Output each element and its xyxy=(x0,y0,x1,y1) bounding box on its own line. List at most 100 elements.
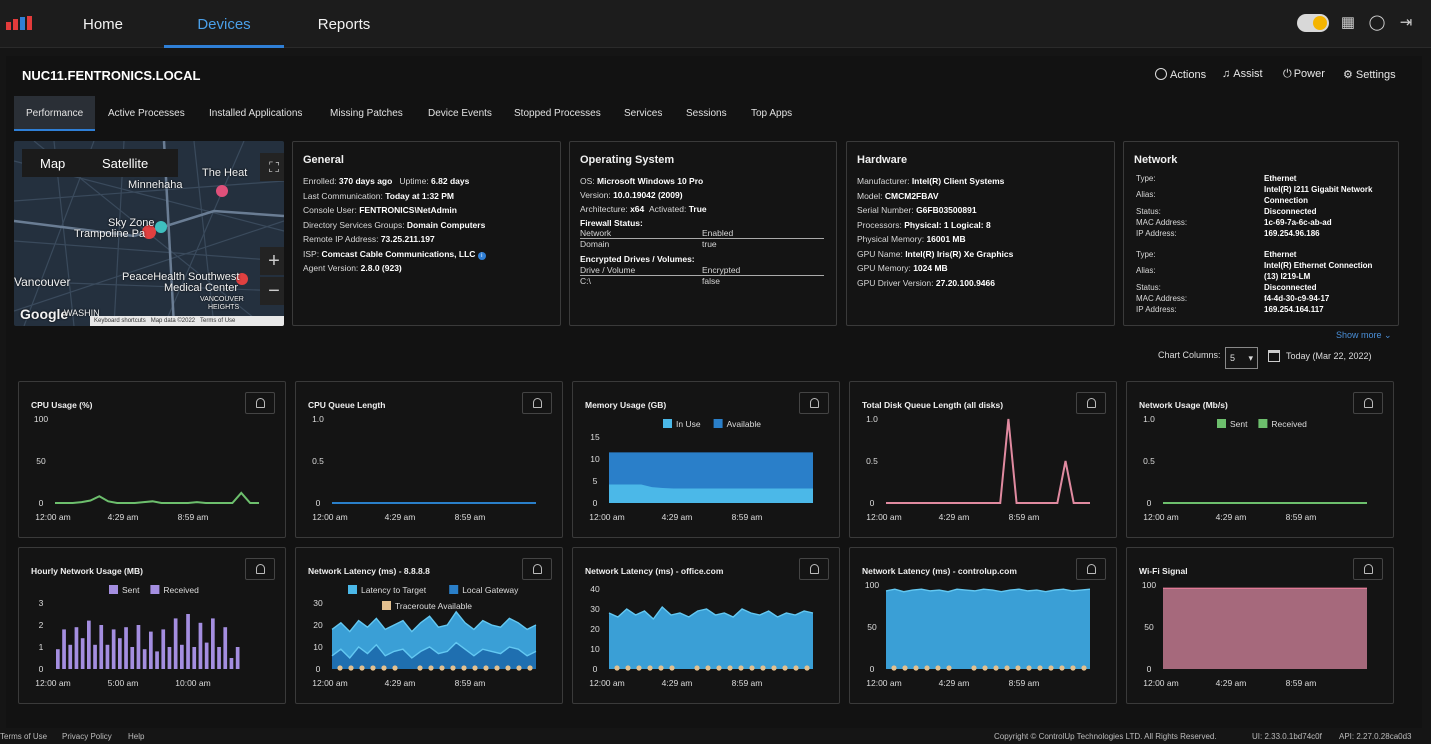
bell-icon[interactable] xyxy=(1076,558,1106,580)
bell-icon[interactable] xyxy=(522,392,552,414)
traceroute-marker xyxy=(694,665,700,671)
map-label: VANCOUVER xyxy=(200,296,244,303)
caret-down-icon: ▾ xyxy=(1248,353,1253,363)
traceroute-marker xyxy=(902,665,908,671)
chart-columns-select[interactable]: 5 ▾ xyxy=(1225,347,1258,369)
y-tick-label: 50 xyxy=(36,456,46,466)
tab-services[interactable]: Services xyxy=(624,108,663,119)
map-view-button[interactable]: Map xyxy=(40,156,66,171)
tab-device-events[interactable]: Device Events xyxy=(428,108,492,119)
nav-reports[interactable]: Reports xyxy=(317,16,371,33)
x-tick-label: 8:59 am xyxy=(455,512,486,522)
dashboard-settings-icon[interactable]: ▦ xyxy=(1340,14,1356,31)
latency-office-chart: 40 30 20 10 0 12:00 am 4:29 am 8:59 am Network L… xyxy=(572,547,840,704)
traceroute-marker xyxy=(647,665,653,671)
area-series xyxy=(609,607,813,669)
map-label: HEIGHTS xyxy=(208,304,240,311)
nav-devices[interactable]: Devices xyxy=(164,0,284,48)
tab-installed-applications[interactable]: Installed Applications xyxy=(209,108,303,119)
network-title: Network xyxy=(1134,154,1178,166)
area-series-line xyxy=(885,588,1091,593)
app-logo[interactable] xyxy=(6,16,36,30)
y-tick-label: 15 xyxy=(590,432,600,442)
bell-icon[interactable] xyxy=(1353,392,1383,414)
bell-icon[interactable] xyxy=(1353,558,1383,580)
date-picker[interactable]: Today (Mar 22, 2022) xyxy=(1268,350,1372,362)
show-more-link[interactable]: Show more ⌄ xyxy=(1336,330,1392,340)
gear-icon: ⚙ xyxy=(1343,69,1353,81)
x-tick-label: 4:29 am xyxy=(662,678,693,688)
x-tick-label: 12:00 am xyxy=(589,678,624,688)
tab-sessions[interactable]: Sessions xyxy=(686,108,727,119)
settings-button[interactable]: ⚙ Settings xyxy=(1343,68,1396,81)
area-series xyxy=(332,642,536,669)
theme-toggle[interactable] xyxy=(1297,14,1329,32)
bell-icon[interactable] xyxy=(245,558,275,580)
power-button[interactable]: ⏻ Power xyxy=(1283,68,1325,81)
bell-icon[interactable] xyxy=(799,392,829,414)
x-tick-label: 8:59 am xyxy=(1286,678,1317,688)
actions-label: Actions xyxy=(1170,69,1207,81)
traceroute-marker xyxy=(359,665,365,671)
latency-controlup-plot: 100 50 0 12:00 am 4:29 am 8:59 am xyxy=(865,580,1091,688)
legend-swatch xyxy=(382,601,391,610)
bell-icon[interactable] xyxy=(799,558,829,580)
traceroute-marker xyxy=(982,665,988,671)
chart-title: Hourly Network Usage (MB) xyxy=(31,566,143,576)
tab-active-processes[interactable]: Active Processes xyxy=(108,108,185,119)
tab-performance[interactable]: Performance xyxy=(14,96,96,131)
zoom-out-button[interactable]: − xyxy=(260,277,284,305)
network-usage-plot: 1.0 0.5 0 12:00 am 4:29 am 8:59 am Sent Receive… xyxy=(1143,414,1367,522)
bell-icon[interactable] xyxy=(522,558,552,580)
chevron-down-icon: ⌄ xyxy=(1384,330,1392,340)
latency-office-plot: 40 30 20 10 0 12:00 am 4:29 am 8:59 am xyxy=(589,584,814,688)
tab-stopped-processes[interactable]: Stopped Processes xyxy=(514,108,601,119)
y-tick-label: 3 xyxy=(39,598,44,608)
tab-missing-patches[interactable]: Missing Patches xyxy=(330,108,403,119)
bell-icon[interactable] xyxy=(1076,392,1106,414)
map-attribution[interactable]: Keyboard shortcuts Map data ©2022 Terms … xyxy=(90,316,284,326)
privacy-link[interactable]: Privacy Policy xyxy=(62,732,112,741)
bar xyxy=(198,622,203,669)
bell-icon[interactable] xyxy=(245,392,275,414)
traceroute-marker xyxy=(1081,665,1087,671)
bar xyxy=(192,647,197,669)
info-icon[interactable]: i xyxy=(477,251,486,260)
x-tick-label: 8:59 am xyxy=(1009,512,1040,522)
map-label: Minnehaha xyxy=(128,179,183,191)
help-link[interactable]: Help xyxy=(128,732,145,741)
actions-button[interactable]: Actions xyxy=(1155,68,1206,81)
bar xyxy=(74,627,79,669)
y-tick-label: 100 xyxy=(34,414,48,424)
nav-home[interactable]: Home xyxy=(82,16,123,33)
fullscreen-icon[interactable]: ⛶ xyxy=(260,153,284,181)
y-tick-label: 20 xyxy=(313,620,323,630)
bar xyxy=(124,627,128,669)
map-label: Vancouver xyxy=(14,275,71,289)
location-map[interactable]: Map Satellite ⛶ Minnehaha The Heat Sky Z… xyxy=(14,141,284,326)
y-tick-label: 0 xyxy=(316,498,321,508)
y-tick-label: 1 xyxy=(39,642,44,652)
traceroute-marker xyxy=(782,665,788,671)
logout-icon[interactable]: ⇥ xyxy=(1399,14,1413,31)
user-icon[interactable]: ◯ xyxy=(1368,14,1386,31)
y-tick-label: 1.0 xyxy=(312,414,324,424)
y-tick-label: 0 xyxy=(1147,498,1152,508)
assist-button[interactable]: ♫ Assist xyxy=(1222,68,1263,80)
traceroute-marker xyxy=(1048,665,1054,671)
hourly-network-chart: 3 2 1 0 12:00 am 5:00 am 10:00 am Sent Received H… xyxy=(18,547,286,704)
terms-link[interactable]: Terms of Use xyxy=(0,732,48,741)
x-tick-label: 8:59 am xyxy=(455,678,486,688)
satellite-view-button[interactable]: Satellite xyxy=(102,156,149,171)
tab-top-apps[interactable]: Top Apps xyxy=(751,108,793,119)
bar xyxy=(223,627,228,669)
traceroute-marker xyxy=(494,665,500,671)
traceroute-marker xyxy=(716,665,722,671)
network-card: Network Type: Ethernet Alias: Intel(R) I21… xyxy=(1123,141,1399,326)
latency-8888-chart: 30 20 10 0 12:00 am 4:29 am 8:59 am Latency to … xyxy=(295,547,563,704)
device-name: NUC11.FENTRONICS.LOCAL xyxy=(22,68,201,83)
zoom-in-button[interactable]: + xyxy=(260,247,284,275)
y-tick-label: 40 xyxy=(590,584,600,594)
x-tick-label: 8:59 am xyxy=(178,512,209,522)
y-tick-label: 0 xyxy=(593,664,598,674)
